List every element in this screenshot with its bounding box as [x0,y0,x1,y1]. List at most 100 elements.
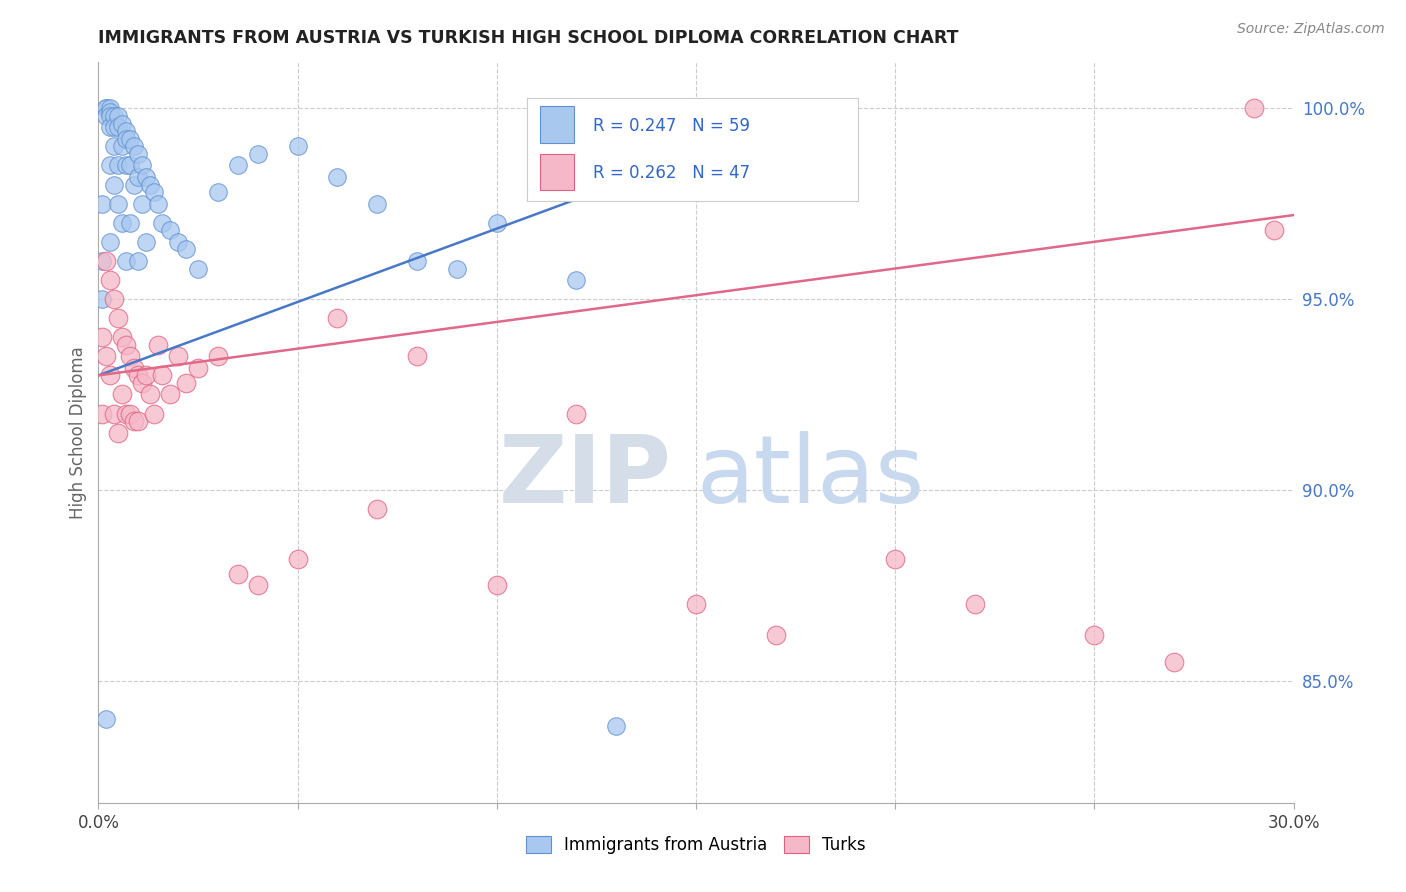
Point [366,502,388,516]
Point [98,105,122,120]
Point [226,159,249,173]
Point [226,566,249,581]
Point [107,109,129,123]
Point [246,578,269,592]
Point [107,425,129,440]
Bar [540,106,574,144]
Point [115,407,138,421]
Point [127,147,149,161]
Point [98,120,122,135]
Point [1083,628,1105,642]
Point [326,311,349,326]
Point [124,139,146,153]
Point [685,598,707,612]
Text: atlas: atlas [696,431,924,523]
Point [406,253,429,268]
Point [96,101,118,115]
Point [326,169,349,184]
Point [103,292,125,306]
Point [485,216,508,230]
Point [120,132,142,146]
Point [187,261,209,276]
Point [159,387,181,401]
Point [135,235,157,249]
Point [91,196,114,211]
Point [111,330,134,344]
Point [127,414,149,428]
Point [111,387,134,401]
Point [120,159,142,173]
Point [111,116,134,130]
Point [127,169,149,184]
Point [246,147,269,161]
Bar [540,153,574,190]
Point [98,159,122,173]
Point [406,349,429,363]
Point [1263,223,1285,237]
Point [565,407,588,421]
Point [115,124,138,138]
Point [96,712,118,726]
Point [366,196,388,211]
Point [143,185,166,199]
Point [91,292,114,306]
Point [107,196,129,211]
Point [1163,655,1185,669]
Point [765,628,787,642]
Point [150,368,173,383]
Point [127,368,149,383]
Point [127,253,149,268]
Point [96,109,118,123]
Point [96,349,118,363]
Point [187,360,209,375]
Point [124,414,146,428]
Point [115,132,138,146]
Point [96,253,118,268]
Point [167,235,190,249]
Point [135,368,157,383]
Point [143,407,166,421]
Point [115,159,138,173]
Point [120,349,142,363]
Point [605,719,627,733]
Text: IMMIGRANTS FROM AUSTRIA VS TURKISH HIGH SCHOOL DIPLOMA CORRELATION CHART: IMMIGRANTS FROM AUSTRIA VS TURKISH HIGH … [98,29,959,47]
Point [98,109,122,123]
Point [148,196,170,211]
Point [120,407,142,421]
Point [98,273,122,287]
Point [115,338,138,352]
Point [207,349,229,363]
Point [1243,101,1265,115]
Point [103,109,125,123]
Point [98,235,122,249]
Point [124,360,146,375]
Point [98,368,122,383]
Point [124,178,146,192]
Text: ZIP: ZIP [499,431,672,523]
Point [139,387,162,401]
Point [107,159,129,173]
Legend: Immigrants from Austria, Turks: Immigrants from Austria, Turks [519,830,873,861]
Point [111,139,134,153]
Point [131,196,153,211]
Point [446,261,468,276]
Text: R = 0.262   N = 47: R = 0.262 N = 47 [593,164,751,182]
Point [91,407,114,421]
Point [135,169,157,184]
Y-axis label: High School Diploma: High School Diploma [69,346,87,519]
Point [174,243,197,257]
Point [884,551,907,566]
Point [167,349,190,363]
Point [103,178,125,192]
Point [287,551,309,566]
Point [139,178,162,192]
Point [131,159,153,173]
Point [115,253,138,268]
Point [103,407,125,421]
Text: Source: ZipAtlas.com: Source: ZipAtlas.com [1237,22,1385,37]
Point [565,273,588,287]
Point [148,338,170,352]
Point [287,139,309,153]
Point [107,120,129,135]
Point [131,376,153,390]
